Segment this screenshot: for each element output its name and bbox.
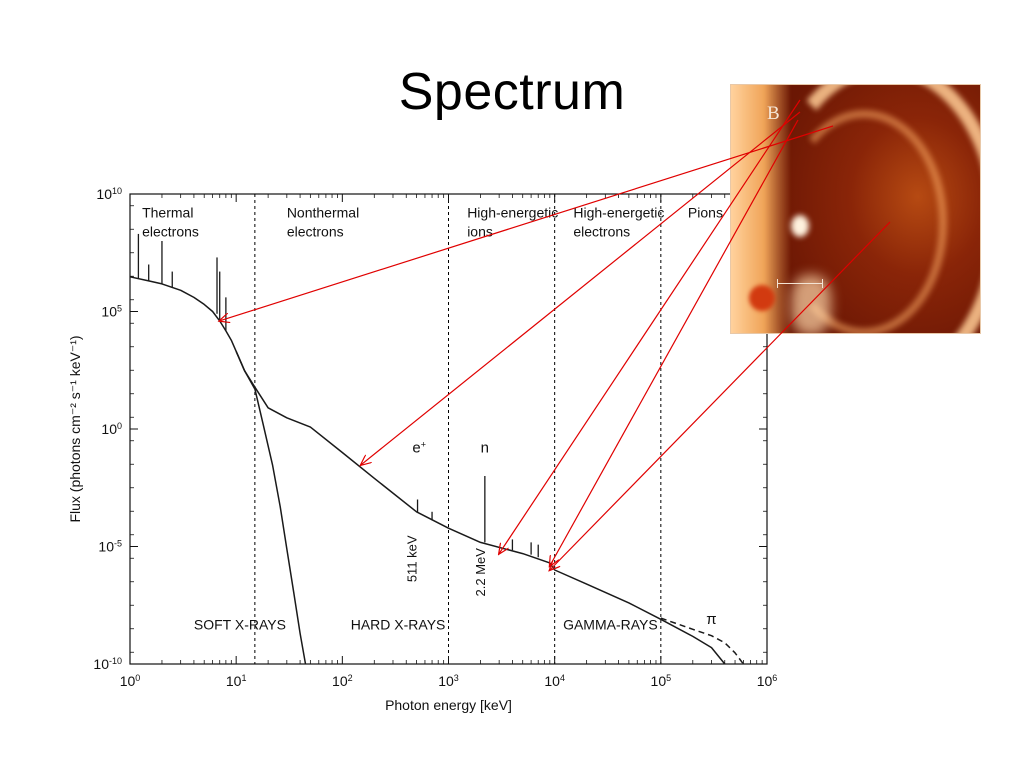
spectrum-curve (235, 351, 307, 665)
chart-labels: 100 101 102 103 104 105 106 1010 105 100 10-5 10-10… (67, 186, 777, 713)
inset-scale-bar (777, 279, 823, 288)
line-energy-label: 511 keV (405, 535, 420, 582)
y-tick-label: 10-10 (93, 656, 122, 672)
spectrum-curve (129, 276, 726, 665)
solar-flare-loop-image: B (731, 85, 980, 333)
band-label: SOFT X-RAYS (194, 616, 286, 632)
region-dividers (254, 194, 662, 664)
bright-kernel (791, 215, 809, 237)
spectrum-curve (660, 617, 744, 665)
spectral-lines (137, 233, 539, 558)
band-label: GAMMA-RAYS (563, 616, 658, 632)
x-tick-label: 102 (332, 673, 353, 689)
dark-spot (749, 285, 775, 311)
x-tick-label: 106 (757, 673, 778, 689)
band-label: HARD X-RAYS (351, 616, 446, 632)
particle-label: π (706, 611, 716, 628)
region-label: High-energetic ions (467, 205, 558, 240)
region-label: Nonthermal electrons (287, 205, 359, 240)
line-energy-label: 2.2 MeV (473, 548, 488, 597)
particle-label: e+ (412, 440, 426, 457)
region-label: High-energetic electrons (573, 205, 664, 240)
spectrum-series (129, 276, 744, 665)
y-axis-label: Flux (photons cm⁻² s⁻¹ keV⁻¹) (67, 335, 83, 522)
y-tick-label: 105 (101, 304, 122, 320)
y-tick-label: 100 (101, 421, 122, 437)
x-tick-label: 104 (544, 673, 565, 689)
region-label: Pions (688, 205, 723, 221)
region-label: Thermal electrons (142, 205, 199, 240)
inset-label: B (767, 103, 780, 124)
x-tick-label: 101 (226, 673, 247, 689)
x-tick-label: 103 (438, 673, 459, 689)
x-tick-label: 105 (651, 673, 672, 689)
x-axis-label: Photon energy [keV] (385, 697, 512, 713)
particle-label: n (481, 440, 489, 457)
x-tick-label: 100 (120, 673, 141, 689)
y-tick-label: 1010 (96, 186, 122, 202)
y-tick-label: 10-5 (98, 539, 122, 555)
